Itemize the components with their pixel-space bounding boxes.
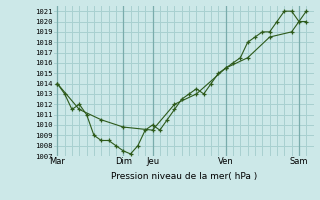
X-axis label: Pression niveau de la mer( hPa ): Pression niveau de la mer( hPa ) bbox=[111, 172, 257, 181]
